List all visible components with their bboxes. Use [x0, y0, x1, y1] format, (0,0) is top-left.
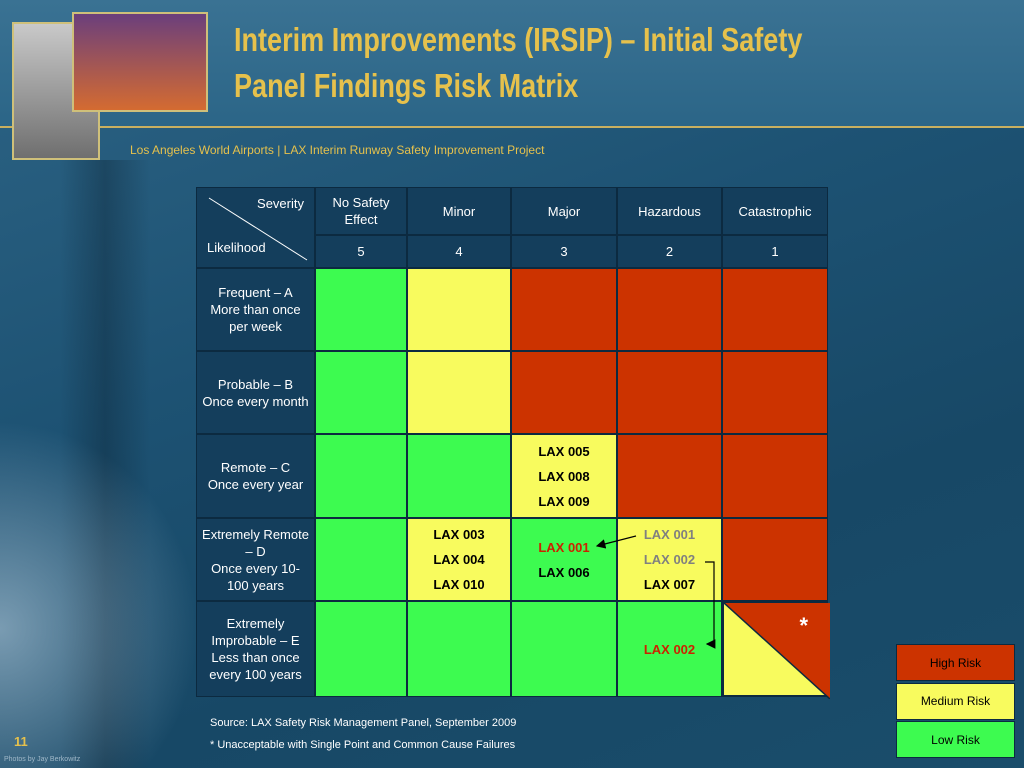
cell: Catastrophic	[722, 187, 828, 235]
arrow	[705, 561, 716, 649]
cell: LAX 001 LAX 002 LAX 007	[617, 518, 722, 601]
cell	[315, 268, 407, 351]
title-line: Panel Findings Risk Matrix	[234, 67, 579, 104]
cell	[407, 268, 511, 351]
arrow	[595, 535, 637, 549]
cell: Severity Likelihood	[196, 187, 315, 268]
finding: LAX 002	[643, 552, 696, 567]
row-label: Extremely Remote – D	[202, 526, 309, 559]
cell: 2	[617, 235, 722, 268]
cell: LAX 002	[617, 601, 722, 697]
row-label: More than once per week	[210, 302, 301, 334]
cell: Major	[511, 187, 617, 235]
cell: Extremely Improbable – E Less than once e…	[196, 601, 315, 697]
cell: Remote – C Once every year	[196, 434, 315, 518]
cell: 4	[407, 235, 511, 268]
finding: LAX 009	[538, 493, 590, 509]
cell: 3	[511, 235, 617, 268]
finding: LAX 003	[433, 527, 485, 542]
row-label: Frequent – A	[218, 285, 293, 300]
split	[724, 603, 830, 699]
subtitle: Los Angeles World Airports | LAX Interim…	[130, 143, 545, 157]
cell	[407, 351, 511, 434]
severity-rank: 5	[357, 244, 365, 259]
cell	[722, 351, 828, 434]
cell	[315, 518, 407, 601]
building	[0, 420, 200, 768]
column-header: Major	[547, 203, 581, 219]
legend: High Risk Medium Risk Low Risk	[896, 644, 1015, 759]
row-label: Remote – C	[220, 460, 291, 475]
photo	[72, 12, 208, 112]
likelihood-label: Likelihood	[207, 240, 266, 255]
cell	[722, 518, 828, 601]
rule	[0, 126, 1024, 128]
row-label: Extremely Improbable – E	[211, 616, 300, 648]
cell: No Safety Effect	[315, 187, 407, 235]
cell	[617, 268, 722, 351]
cell	[511, 601, 617, 697]
finding: LAX 005	[538, 443, 590, 459]
row-label: Less than once every 100 years	[209, 650, 302, 682]
cell	[617, 434, 722, 518]
cell	[315, 601, 407, 697]
page-number: 11	[14, 734, 28, 749]
cell: Probable – B Once every month	[196, 351, 315, 434]
source: Source: LAX Safety Risk Management Panel…	[210, 717, 517, 729]
credit: Photos by Jay Berkowitz	[4, 756, 81, 763]
cell: *	[722, 601, 830, 699]
severity-rank: 2	[665, 244, 674, 259]
cell	[511, 268, 617, 351]
legend-item: High Risk	[896, 644, 1015, 681]
cell	[617, 351, 722, 434]
legend-item: Medium Risk	[896, 682, 1015, 720]
cell	[407, 434, 511, 518]
cell	[407, 601, 511, 697]
cell: LAX 003 LAX 004 LAX 010	[407, 518, 511, 601]
column-header: Catastrophic	[738, 203, 812, 219]
finding: LAX 008	[538, 468, 590, 484]
cell	[315, 434, 407, 518]
row-label: Once every year	[207, 477, 304, 492]
legend-item: Low Risk	[896, 721, 1015, 758]
risk-matrix: Severity Likelihood No Safety Effect 5 Minor…	[196, 187, 830, 699]
finding: LAX 001	[538, 539, 590, 555]
cell	[722, 434, 828, 518]
cell	[511, 351, 617, 434]
finding: LAX 007	[643, 577, 696, 592]
column-header: Hazardous	[638, 203, 701, 219]
column-header: No Safety Effect	[332, 195, 390, 227]
cell: Minor	[407, 187, 511, 235]
finding: LAX 001	[643, 527, 696, 542]
cell: 1	[722, 235, 828, 268]
note-mark: *	[799, 613, 808, 638]
row-label: Probable – B	[217, 376, 294, 392]
severity-rank: 3	[560, 244, 568, 259]
finding: LAX 004	[433, 552, 485, 567]
row-label: Once every month	[202, 393, 309, 409]
cell	[315, 351, 407, 434]
column-header: Minor	[442, 203, 476, 219]
severity-rank: 4	[455, 244, 463, 259]
cell: Hazardous	[617, 187, 722, 235]
footnote: * Unacceptable with Single Point and Com…	[210, 739, 516, 751]
diagonal	[208, 197, 308, 261]
row-label: Once every 10-100 years	[211, 560, 300, 593]
cell: 5	[315, 235, 407, 268]
cell: LAX 005 LAX 008 LAX 009	[511, 434, 617, 518]
cell: Frequent – A More than once per week	[196, 268, 315, 351]
severity-label: Severity	[257, 196, 304, 211]
cell	[722, 268, 828, 351]
title-line: Interim Improvements (IRSIP) – Initial S…	[234, 21, 803, 58]
severity-rank: 1	[771, 244, 779, 259]
finding: LAX 002	[643, 641, 696, 657]
finding: LAX 010	[433, 577, 485, 592]
cell: Extremely Remote – D Once every 10-100 ye…	[196, 518, 315, 601]
finding: LAX 006	[538, 564, 590, 580]
cell: LAX 001 LAX 006	[511, 518, 617, 601]
